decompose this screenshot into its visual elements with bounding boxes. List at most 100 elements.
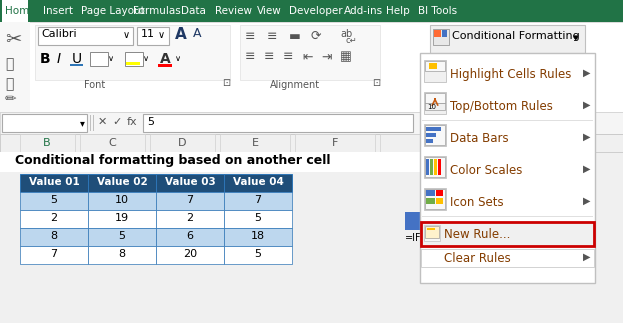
Text: BI Tools: BI Tools [418, 6, 457, 16]
Text: ▶: ▶ [583, 132, 591, 142]
Bar [88, 246, 156, 264]
Bar [224, 210, 292, 228]
Text: 10: 10 [115, 195, 129, 205]
Bar [427, 228, 435, 230]
Bar [424, 60, 446, 82]
Text: ⊡: ⊡ [372, 78, 380, 88]
Bar [88, 210, 156, 228]
Text: ✕: ✕ [98, 117, 107, 127]
Text: ▾: ▾ [80, 118, 85, 128]
Bar [425, 226, 439, 238]
Bar [125, 52, 143, 66]
Bar [0, 112, 623, 134]
Bar [2, 114, 87, 132]
Text: New Rule...: New Rule... [444, 228, 510, 241]
Bar [424, 124, 446, 146]
Text: Page Layout: Page Layout [81, 6, 145, 16]
Text: Home: Home [5, 6, 36, 16]
Bar [425, 103, 445, 110]
Text: Data Bars: Data Bars [450, 132, 508, 145]
Bar [150, 134, 215, 152]
Bar [0, 22, 623, 112]
Text: 11: 11 [141, 29, 155, 39]
Bar [426, 139, 433, 143]
Text: Developer: Developer [289, 6, 343, 16]
Text: 📋: 📋 [5, 57, 13, 71]
Text: Icon Sets: Icon Sets [450, 196, 503, 209]
Bar [424, 225, 440, 241]
Text: Font: Font [84, 80, 106, 90]
Bar [442, 30, 447, 37]
Bar [0, 22, 30, 112]
Bar [424, 156, 446, 178]
Bar [422, 120, 593, 121]
Bar [20, 192, 88, 210]
Text: ≡: ≡ [245, 30, 255, 43]
Bar [0, 0, 623, 22]
Bar [137, 27, 169, 45]
Text: ⇤: ⇤ [302, 50, 313, 63]
Text: 2: 2 [50, 213, 57, 223]
Text: ▾: ▾ [573, 33, 579, 43]
Text: 19: 19 [115, 213, 129, 223]
Bar [156, 192, 224, 210]
Bar [156, 228, 224, 246]
Bar [436, 190, 443, 196]
Text: I: I [57, 52, 61, 66]
Text: Value 04: Value 04 [232, 177, 283, 187]
Text: 10: 10 [427, 104, 436, 110]
Bar [429, 63, 437, 69]
Bar [425, 61, 445, 71]
Bar [425, 93, 445, 103]
Bar [424, 188, 446, 210]
Bar [421, 249, 594, 267]
Bar [438, 159, 441, 175]
Bar [295, 134, 375, 152]
Text: Color Scales: Color Scales [450, 164, 522, 177]
Text: c↵: c↵ [346, 36, 358, 45]
Text: ∨: ∨ [108, 54, 114, 63]
Bar [0, 152, 430, 172]
Bar [20, 246, 88, 264]
Bar [220, 134, 290, 152]
Bar [434, 159, 437, 175]
Text: 5: 5 [118, 231, 125, 241]
Text: 18: 18 [251, 231, 265, 241]
Text: 5: 5 [50, 195, 57, 205]
Text: 7: 7 [186, 195, 194, 205]
Text: Alignment: Alignment [270, 80, 320, 90]
Bar [426, 127, 441, 131]
Bar [0, 134, 623, 152]
Bar [93, 115, 94, 131]
Bar [434, 30, 441, 37]
Bar [433, 29, 449, 45]
Text: E: E [252, 138, 259, 148]
Text: Formulas: Formulas [133, 6, 181, 16]
Bar [422, 216, 593, 217]
Text: A: A [193, 27, 201, 40]
Text: ⇥: ⇥ [321, 50, 331, 63]
Bar [20, 134, 75, 152]
Text: 5: 5 [147, 117, 154, 127]
Bar [90, 52, 108, 66]
Bar [126, 62, 140, 65]
Text: 5: 5 [255, 249, 262, 259]
Bar [224, 192, 292, 210]
Text: D: D [178, 138, 186, 148]
Bar [421, 222, 594, 246]
Bar [425, 157, 445, 177]
Text: C: C [108, 138, 116, 148]
Text: fx: fx [127, 117, 138, 127]
Bar [430, 159, 433, 175]
Text: Conditional formatting based on another cell: Conditional formatting based on another … [15, 154, 330, 167]
Text: Add-ins: Add-ins [344, 6, 383, 16]
Text: 8: 8 [50, 231, 57, 241]
Bar [70, 64, 83, 66]
Text: ▶: ▶ [583, 100, 591, 110]
Bar [20, 174, 88, 192]
Bar [143, 114, 413, 132]
Bar [156, 210, 224, 228]
Text: ≡: ≡ [267, 30, 277, 43]
Text: Value 01: Value 01 [29, 177, 79, 187]
Bar [224, 174, 292, 192]
